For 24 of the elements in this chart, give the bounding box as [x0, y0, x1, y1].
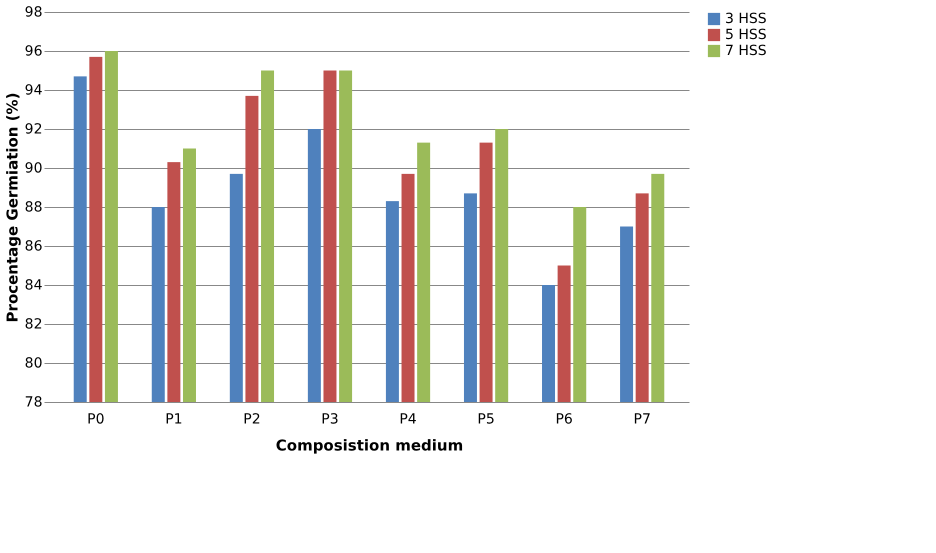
y-tick-label: 80 — [24, 356, 42, 372]
y-tick-label: 96 — [24, 44, 43, 60]
y-tick-label: 92 — [24, 122, 42, 138]
x-tick-label: P7 — [633, 412, 651, 428]
y-tick-label: 84 — [24, 278, 43, 294]
x-tick-label: P5 — [477, 412, 495, 428]
y-tick-label: 90 — [24, 160, 42, 176]
y-tick-label: 78 — [24, 394, 42, 410]
y-tick-label: 88 — [24, 200, 42, 216]
x-tick-label: P3 — [321, 412, 339, 428]
y-axis-title: Procentage Germiation (%) — [4, 92, 22, 322]
y-tick-label: 94 — [24, 82, 43, 98]
x-tick-label: P2 — [243, 412, 261, 428]
x-axis-title: Composistion medium — [276, 436, 464, 454]
x-tick-label: P0 — [87, 412, 105, 428]
x-tick-label: P1 — [165, 412, 183, 428]
y-tick-label: 98 — [24, 4, 42, 20]
legend-label: 5 HSS — [725, 27, 767, 43]
x-tick-label: P6 — [555, 412, 573, 428]
y-tick-label: 86 — [24, 238, 43, 254]
x-tick-label: P4 — [399, 412, 417, 428]
legend-label: 3 HSS — [725, 11, 767, 27]
legend-label: 7 HSS — [725, 43, 767, 59]
y-tick-label: 82 — [24, 316, 42, 332]
